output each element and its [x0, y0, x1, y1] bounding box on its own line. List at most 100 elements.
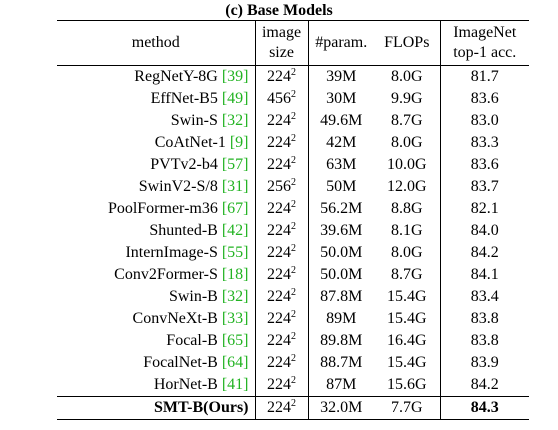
cell-params: 39M [326, 68, 357, 85]
cell-citation: [42] [221, 222, 249, 239]
cell-res: 224 [267, 112, 291, 129]
cell-method: CoAtNet-1 [9] [57, 132, 256, 154]
cell-accuracy: 84.2 [470, 376, 499, 393]
table-row: Shunted-B [42] 2242 39.6M 8.1G 84.0 [57, 220, 529, 242]
cell-accuracy: 84.0 [470, 222, 499, 239]
table-row: Focal-B [65] 2242 89.8M 16.4G 83.8 [57, 330, 529, 352]
cell-params: 89M [326, 310, 357, 327]
cell-image-size: 2242 [255, 286, 309, 308]
cell-image-size: 2242 [255, 132, 309, 154]
cell-flops: 9.9G [374, 88, 441, 110]
cell-method-name: EffNet-B5 [150, 90, 218, 107]
table-title: (c) Base Models [225, 2, 333, 19]
cell-accuracy: 83.8 [470, 332, 499, 349]
table-row: FocalNet-B [64] 2242 88.7M 15.4G 83.9 [57, 352, 529, 374]
cell-citation: [39] [221, 68, 249, 85]
cell-params: 89.8M [320, 332, 363, 349]
header-accuracy-line2: top-1 acc. [453, 44, 517, 61]
cell-method: Focal-B [65] [57, 330, 256, 352]
header-image-size: image size [255, 20, 309, 66]
cell-flops: 15.4G [374, 352, 441, 374]
cell-accuracy: 84.1 [470, 266, 499, 283]
cell-citation: [49] [221, 90, 249, 107]
cell-flops: 15.4G [374, 286, 441, 308]
cell-method: HorNet-B [41] [57, 374, 256, 397]
cell-image-size: 2242 [255, 264, 309, 286]
cell-method-name: HorNet-B [153, 376, 218, 393]
cell-method: EffNet-B5 [49] [57, 88, 256, 110]
cell-method: RegNetY-8G [39] [57, 65, 256, 88]
header-row: method image size #param. FLOPs ImageNet… [57, 20, 529, 66]
cell-image-size: 2242 [255, 198, 309, 220]
cell-params: 50.0M [320, 266, 363, 283]
cell-accuracy: 83.6 [470, 90, 499, 107]
cell-res-exp: 2 [291, 331, 296, 342]
cell-res-exp: 2 [291, 177, 296, 188]
cell-citation: [55] [221, 244, 249, 261]
cell-accuracy: 83.0 [470, 112, 499, 129]
cell-method-name: SwinV2-S/8 [138, 178, 218, 195]
cell-res: 224 [267, 310, 291, 327]
cell-image-size: 2242 [255, 242, 309, 264]
cell-res-exp: 2 [291, 287, 296, 298]
cell-res: 456 [267, 90, 291, 107]
cell-params: 88.7M [320, 354, 363, 371]
table-row: PoolFormer-m36 [67] 2242 56.2M 8.8G 82.1 [57, 198, 529, 220]
cell-params: 32.0M [320, 399, 363, 416]
cell-flops: 8.7G [374, 264, 441, 286]
cell-method: PoolFormer-m36 [67] [57, 198, 256, 220]
results-table: method image size #param. FLOPs ImageNet… [57, 20, 529, 420]
cell-flops: 8.8G [374, 198, 441, 220]
cell-accuracy: 84.2 [470, 244, 499, 261]
header-image-size-line1: image [261, 24, 302, 41]
cell-image-size: 2242 [255, 154, 309, 176]
cell-flops: 8.0G [374, 132, 441, 154]
cell-flops: 15.6G [374, 374, 441, 397]
table-row: Swin-S [32] 2242 49.6M 8.7G 83.0 [57, 110, 529, 132]
cell-res-exp: 2 [291, 265, 296, 276]
cell-method: Swin-S [32] [57, 110, 256, 132]
cell-accuracy: 81.7 [470, 68, 499, 85]
cell-res: 224 [267, 354, 291, 371]
cell-citation: [65] [221, 332, 249, 349]
table-row-ours: SMT-B(Ours) 2242 32.0M 7.7G 84.3 [57, 396, 529, 420]
table-row: EffNet-B5 [49] 4562 30M 9.9G 83.6 [57, 88, 529, 110]
cell-method-name: Conv2Former-S [114, 266, 218, 283]
cell-params: 50.0M [320, 244, 363, 261]
header-params: #param. [315, 34, 368, 51]
cell-image-size: 2242 [255, 110, 309, 132]
table-row: Conv2Former-S [18] 2242 50.0M 8.7G 84.1 [57, 264, 529, 286]
table-row: ConvNeXt-B [33] 2242 89M 15.4G 83.8 [57, 308, 529, 330]
cell-method-name: InternImage-S [125, 244, 218, 261]
cell-params: 50M [326, 178, 357, 195]
cell-method: InternImage-S [55] [57, 242, 256, 264]
cell-accuracy: 83.8 [470, 310, 499, 327]
cell-method-name: Swin-S [170, 112, 218, 129]
cell-image-size: 2242 [255, 330, 309, 352]
cell-res-exp: 2 [291, 221, 296, 232]
cell-res-exp: 2 [291, 133, 296, 144]
cell-method-name: PoolFormer-m36 [107, 200, 218, 217]
table-row: CoAtNet-1 [9] 2242 42M 8.0G 83.3 [57, 132, 529, 154]
cell-method: ConvNeXt-B [33] [57, 308, 256, 330]
cell-citation: [41] [221, 376, 249, 393]
cell-method-name: Focal-B [166, 332, 218, 349]
cell-accuracy: 83.7 [470, 178, 499, 195]
cell-flops: 10.0G [374, 154, 441, 176]
cell-image-size: 2242 [255, 308, 309, 330]
cell-params: 56.2M [320, 200, 363, 217]
cell-method: SwinV2-S/8 [31] [57, 176, 256, 198]
cell-accuracy: 83.3 [470, 134, 499, 151]
cell-res: 224 [267, 399, 291, 416]
table-row: SwinV2-S/8 [31] 2562 50M 12.0G 83.7 [57, 176, 529, 198]
cell-res-exp: 2 [291, 89, 296, 100]
cell-res: 224 [267, 332, 291, 349]
header-accuracy: ImageNet top-1 acc. [440, 21, 529, 66]
cell-method: Swin-B [32] [57, 286, 256, 308]
cell-res-exp: 2 [291, 67, 296, 78]
cell-image-size: 2242 [255, 352, 309, 374]
cell-flops: 16.4G [374, 330, 441, 352]
table-row: HorNet-B [41] 2242 87M 15.6G 84.2 [57, 374, 529, 397]
cell-res-exp: 2 [291, 111, 296, 122]
cell-citation: [57] [221, 156, 249, 173]
